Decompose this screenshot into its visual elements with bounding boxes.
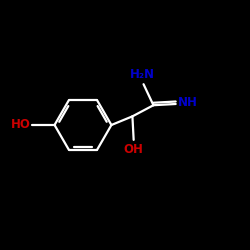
Text: HO: HO xyxy=(11,118,31,132)
Text: H₂N: H₂N xyxy=(130,68,155,80)
Text: OH: OH xyxy=(124,143,144,156)
Text: NH: NH xyxy=(178,96,198,109)
